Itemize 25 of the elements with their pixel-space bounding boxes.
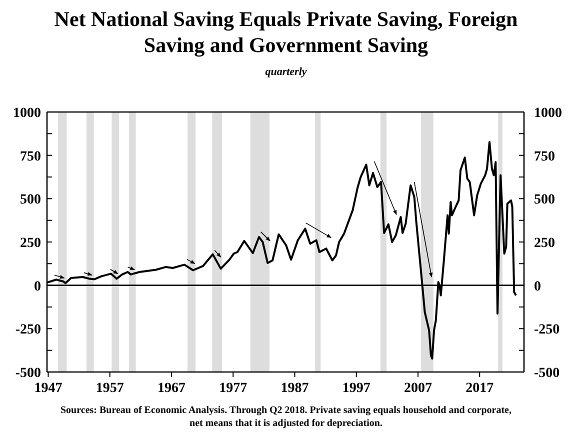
x-tick-label: 1977 [219,381,248,396]
y-tick-label: 1000 [13,106,41,121]
y2-tick-label: -250 [534,322,560,338]
y-tick-label: 750 [20,149,41,164]
x-tick-label: 1997 [342,381,370,396]
y-tick-label: 0 [34,279,41,294]
x-tick-label: 2017 [466,381,494,396]
y2-tick-label: 250 [534,236,555,251]
y-tick-label: -500 [15,366,41,381]
x-tick-label: 1987 [280,381,309,396]
y-tick-label: 250 [20,236,41,251]
y2-tick-label: 1000 [534,106,562,121]
y2-tick-label: 500 [534,192,555,208]
x-tick-label: 1967 [157,381,186,396]
chart-title: Net National Saving Equals Private Saving, Foreign Saving and Government Saving [54,7,518,57]
y-tick-label: 500 [20,192,41,208]
x-tick-label: 1957 [96,381,124,396]
chart-subtitle: quarterly [265,66,307,78]
source-note: Sources: Bureau of Economic Analysis. Through Q2 2018. Private saving equals household and corporate, net means that it is adjusted for depreciation. [60,405,512,429]
y-tick-label: -250 [15,322,41,338]
y2-tick-label: -500 [534,366,560,381]
y2-tick-label: 750 [534,149,555,164]
y2-tick-label: 0 [534,279,541,294]
x-tick-label: 2007 [404,381,432,396]
x-tick-label: 1947 [34,381,62,396]
